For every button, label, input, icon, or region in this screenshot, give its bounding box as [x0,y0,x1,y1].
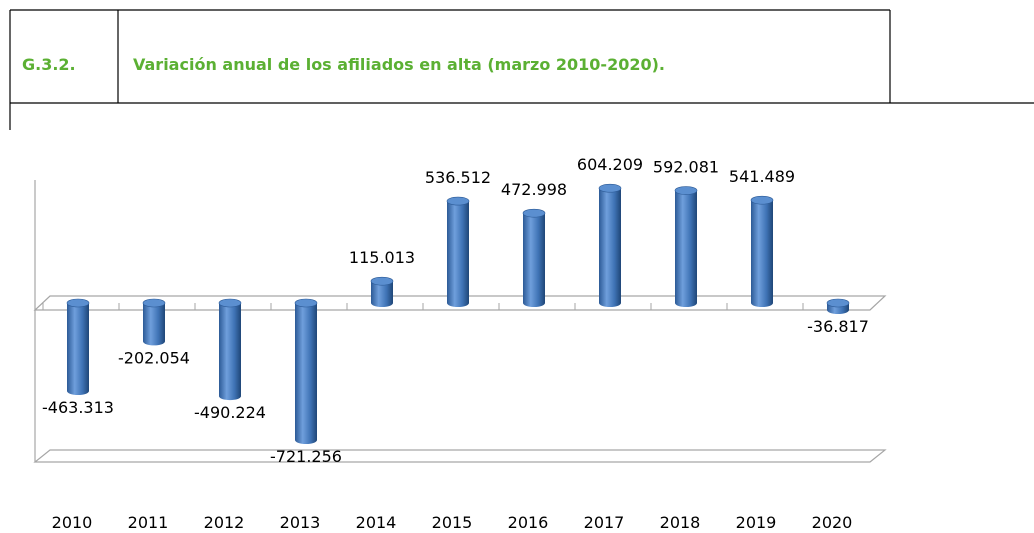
bar-cap [446,196,470,206]
bar [67,303,89,392]
bar-end [827,305,849,314]
bar-end [67,387,89,396]
header-table [9,9,1034,130]
bar-end [751,299,773,307]
bar-end [143,337,165,346]
bar-end [523,299,545,307]
bar-cap [522,208,546,218]
bar-cap [598,183,622,193]
bar-end [371,299,393,307]
bar-end [447,299,469,307]
x-tick-label: 2016 [508,513,549,532]
bar-cap [826,298,850,308]
bar [523,213,545,303]
value-label: -463.313 [42,398,114,417]
x-tick-label: 2015 [432,513,473,532]
bar-end [675,299,697,307]
value-label: 536.512 [425,168,491,187]
bar-cap [66,298,90,308]
bar-cap [294,298,318,308]
bar-cap [142,298,166,308]
bar-cap [750,195,774,205]
bar-cap [218,298,242,308]
bar-end [295,436,317,444]
header-code: G.3.2. [22,55,76,74]
x-tick-label: 2012 [204,513,245,532]
plot-frame [33,180,887,463]
bar [599,188,621,303]
bar [675,190,697,303]
bar [219,303,241,397]
x-tick-label: 2013 [280,513,321,532]
x-tick-label: 2018 [660,513,701,532]
bar [143,303,165,342]
value-label: 541.489 [729,167,795,186]
x-tick-label: 2010 [52,513,93,532]
value-label: -202.054 [118,348,190,367]
x-tick-label: 2019 [736,513,777,532]
x-tick-label: 2014 [356,513,397,532]
value-label: -490.224 [194,403,266,422]
x-tick-label: 2011 [128,513,169,532]
bar-end [219,392,241,401]
x-tick-label: 2020 [812,513,853,532]
bar [751,200,773,303]
value-label: 115.013 [349,248,415,267]
bar-cap [370,276,394,286]
bar [447,201,469,303]
bar-end [599,299,621,307]
x-tick-label: 2017 [584,513,625,532]
header-title: Variación anual de los afiliados en alta… [133,55,665,74]
bar [371,281,393,303]
bar [295,303,317,440]
value-label: 472.998 [501,180,567,199]
value-label: 604.209 [577,155,643,174]
bar-cap [674,186,698,195]
value-label: -721.256 [270,447,342,466]
value-label: -36.817 [807,317,869,336]
value-label: 592.081 [653,158,719,177]
